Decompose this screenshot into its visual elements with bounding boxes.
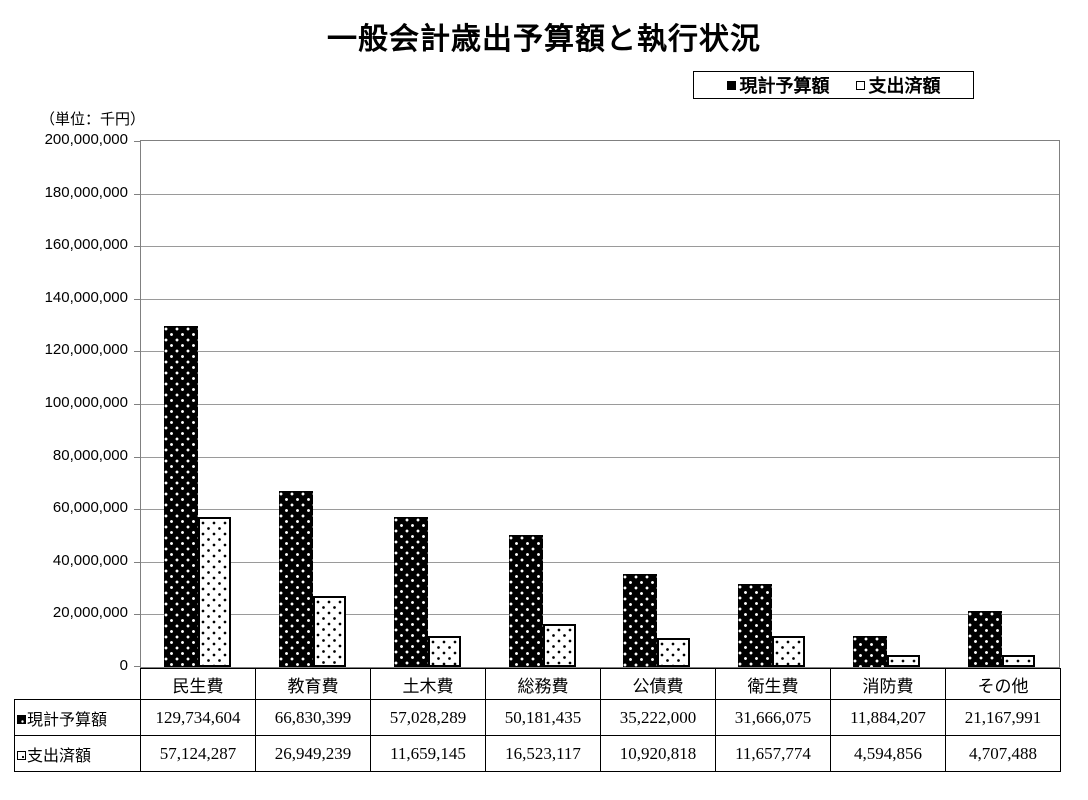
gridline (141, 509, 1059, 511)
legend: 現計予算額 支出済額 (693, 71, 974, 99)
y-axis-label: 80,000,000 (52, 446, 128, 464)
data-table: 民生費 教育費 土木費 総務費 公債費 衛生費 消防費 その他 現計予算額 129,734,604… (14, 668, 1061, 772)
table-row: 支出済額 57,124,287 26,949,239 11,659,145 16,523… (14, 735, 1061, 772)
chart-title: 一般会計歳出予算額と執行状況 (327, 23, 761, 56)
y-tick (134, 193, 140, 195)
gridline (141, 298, 1059, 300)
row-header: 支出済額 (14, 735, 141, 772)
bar-budget-衛生費 (738, 583, 773, 667)
y-axis-label: 140,000,000 (44, 288, 128, 306)
bar-spent-消防費 (886, 654, 920, 667)
category-header: 衛生費 (715, 668, 831, 700)
category-header: 公債費 (600, 668, 716, 700)
value-cell: 57,028,289 (370, 699, 486, 736)
table-header-row: 民生費 教育費 土木費 総務費 公債費 衛生費 消防費 その他 (15, 668, 1061, 700)
plot-area (134, 140, 1060, 668)
y-tick (134, 614, 140, 616)
legend-item: 支出済額 (855, 72, 941, 98)
value-cell: 11,659,145 (370, 735, 486, 772)
gridline (141, 456, 1059, 458)
value-cell: 21,167,991 (945, 699, 1061, 736)
bar-budget-公債費 (623, 574, 658, 667)
table-row: 現計予算額 129,734,604 66,830,399 57,028,289 50,1… (14, 699, 1061, 736)
value-cell: 35,222,000 (600, 699, 716, 736)
bar-budget-民生費 (164, 325, 199, 667)
legend-label: 支出済額 (868, 76, 941, 96)
y-tick (134, 298, 140, 300)
y-tick (134, 509, 140, 511)
y-axis-label: 60,000,000 (52, 499, 128, 517)
y-axis-label: 120,000,000 (44, 341, 128, 359)
y-tick (134, 561, 140, 563)
table-body: 民生費 教育費 土木費 総務費 公債費 衛生費 消防費 その他 現計予算額 129,734,604… (14, 668, 1061, 772)
value-cell: 31,666,075 (715, 699, 831, 736)
bar-budget-土木費 (393, 517, 428, 667)
filled-square-icon (726, 80, 736, 90)
legend-item: 現計予算額 (726, 72, 830, 98)
bar-spent-総務費 (542, 623, 576, 667)
y-axis-label: 20,000,000 (52, 604, 128, 622)
gridline (141, 193, 1059, 195)
y-tick (134, 246, 140, 248)
open-square-icon (855, 80, 865, 90)
bar-budget-総務費 (508, 535, 543, 667)
category-header: 消防費 (830, 668, 946, 700)
y-axis-label: 40,000,000 (52, 551, 128, 569)
bar-spent-衛生費 (772, 636, 806, 667)
y-tick (134, 404, 140, 405)
y-tick (134, 666, 140, 667)
value-cell: 11,657,774 (715, 735, 831, 772)
y-axis-label: 0 (119, 657, 128, 674)
bar-spent-教育費 (313, 596, 347, 667)
y-tick (134, 141, 140, 142)
y-tick (134, 456, 140, 458)
unit-label: （単位：千円） (39, 111, 145, 128)
value-cell: 26,949,239 (255, 735, 371, 772)
bar-spent-その他 (1001, 654, 1035, 667)
bar-spent-民生費 (198, 516, 232, 667)
category-header: 総務費 (485, 668, 601, 700)
value-cell: 66,830,399 (255, 699, 371, 736)
gridline (141, 614, 1059, 616)
bar-budget-教育費 (279, 491, 314, 667)
gridline (141, 351, 1059, 353)
value-cell: 129,734,604 (140, 699, 256, 736)
value-cell: 4,707,488 (945, 735, 1061, 772)
y-axis-label: 180,000,000 (44, 183, 128, 201)
value-cell: 10,920,818 (600, 735, 716, 772)
gridline (141, 561, 1059, 563)
category-header: 教育費 (255, 668, 371, 700)
y-tick (134, 351, 140, 353)
bar-budget-消防費 (852, 635, 887, 667)
legend-label: 現計予算額 (739, 76, 830, 96)
y-axis-label: 200,000,000 (44, 131, 128, 148)
value-cell: 57,124,287 (140, 735, 256, 772)
category-header: 土木費 (370, 668, 486, 700)
y-axis-label: 100,000,000 (44, 394, 128, 411)
value-cell: 4,594,856 (830, 735, 946, 772)
gridline (141, 246, 1059, 248)
category-header: 民生費 (140, 668, 256, 700)
category-header: その他 (945, 668, 1061, 700)
value-cell: 11,884,207 (830, 699, 946, 736)
bar-spent-土木費 (427, 636, 461, 667)
open-square-icon (17, 750, 26, 760)
filled-square-icon (17, 714, 26, 724)
value-cell: 50,181,435 (485, 699, 601, 736)
bar-budget-その他 (967, 611, 1002, 667)
row-header: 現計予算額 (14, 699, 141, 736)
y-axis-label: 160,000,000 (44, 236, 128, 254)
gridline (141, 404, 1059, 405)
value-cell: 16,523,117 (485, 735, 601, 772)
table-corner-cell (15, 669, 141, 700)
bar-spent-公債費 (657, 638, 691, 667)
